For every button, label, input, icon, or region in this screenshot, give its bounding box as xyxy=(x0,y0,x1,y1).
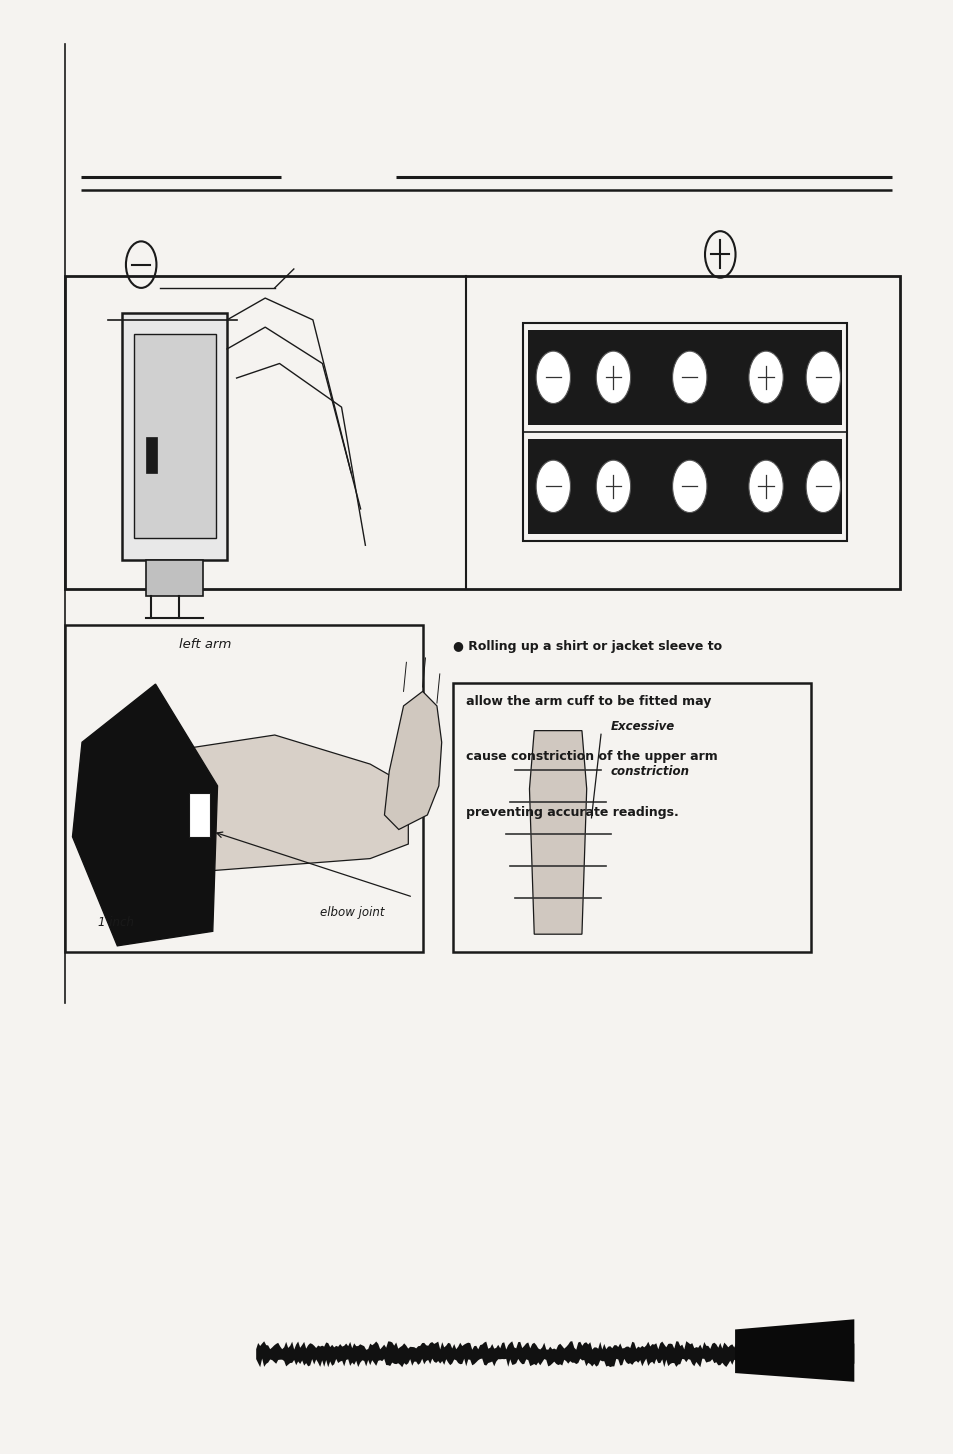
Circle shape xyxy=(672,352,706,404)
Text: left arm: left arm xyxy=(179,638,231,651)
Bar xyxy=(527,330,841,425)
Circle shape xyxy=(805,459,840,513)
Bar xyxy=(453,683,810,952)
Bar xyxy=(522,323,846,541)
Bar xyxy=(527,439,841,534)
Polygon shape xyxy=(384,692,441,829)
Bar xyxy=(65,276,899,589)
Polygon shape xyxy=(529,730,586,935)
Circle shape xyxy=(596,352,630,404)
Text: 1 inch: 1 inch xyxy=(98,916,134,929)
Text: preventing accurate readings.: preventing accurate readings. xyxy=(453,806,679,819)
Bar xyxy=(146,560,203,596)
Text: allow the arm cuff to be fitted may: allow the arm cuff to be fitted may xyxy=(453,695,711,708)
Polygon shape xyxy=(179,734,408,872)
Text: elbow joint: elbow joint xyxy=(319,906,384,919)
Bar xyxy=(122,313,227,560)
Polygon shape xyxy=(72,685,217,945)
Circle shape xyxy=(672,459,706,513)
Bar xyxy=(133,334,215,538)
Text: cause constriction of the upper arm: cause constriction of the upper arm xyxy=(453,750,718,763)
Bar xyxy=(65,625,422,952)
Circle shape xyxy=(596,459,630,513)
Bar xyxy=(189,794,210,838)
Circle shape xyxy=(536,352,570,404)
Circle shape xyxy=(536,459,570,513)
Text: ● Rolling up a shirt or jacket sleeve to: ● Rolling up a shirt or jacket sleeve to xyxy=(453,640,721,653)
Circle shape xyxy=(748,352,782,404)
Circle shape xyxy=(748,459,782,513)
Text: Excessive: Excessive xyxy=(610,720,674,733)
Bar xyxy=(146,436,157,474)
Text: constriction: constriction xyxy=(610,765,689,778)
Circle shape xyxy=(805,352,840,404)
